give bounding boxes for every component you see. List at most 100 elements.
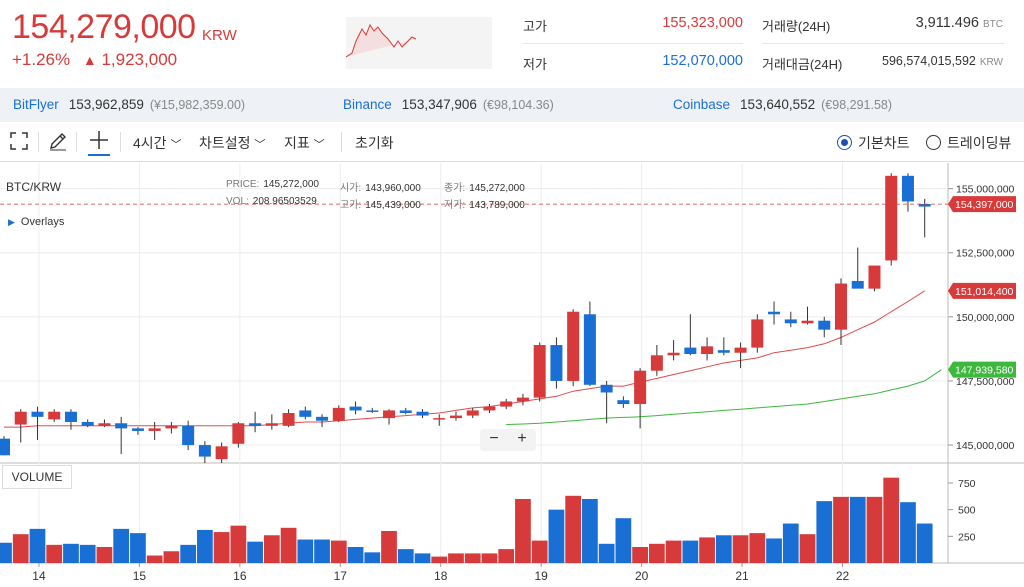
- volume-bar-down: [548, 509, 565, 563]
- volume-bar-up: [833, 496, 849, 563]
- candle-down: [182, 425, 195, 446]
- candle-down: [901, 175, 914, 202]
- exchange-binance[interactable]: Binance 153,347,906 (€98,104.36): [343, 97, 554, 112]
- volume-bar-down: [130, 533, 146, 563]
- exchange-name[interactable]: Binance: [343, 97, 392, 112]
- amount-24h: 596,574,015,592 KRW: [860, 54, 1003, 68]
- ohlc-key: 고가:: [340, 200, 362, 211]
- x-tick-label: 20: [635, 569, 649, 583]
- candle-up: [48, 411, 61, 420]
- volume-bar-down: [197, 529, 213, 563]
- price-label-tag: [948, 196, 1016, 213]
- candle-up: [282, 413, 295, 426]
- low-label: 저가: [523, 57, 547, 72]
- volume-bar-down: [816, 501, 833, 563]
- candle-down: [617, 400, 630, 405]
- volume-bar-down: [180, 544, 197, 563]
- toolbar-divider: [38, 132, 39, 152]
- indicators-dropdown[interactable]: 지표 ﹀: [284, 133, 325, 153]
- exchange-fx: (€98,291.58): [821, 98, 893, 112]
- price-unit: KRW: [202, 27, 237, 44]
- volume-bar-up: [632, 547, 648, 563]
- toolbar-divider: [76, 132, 77, 152]
- candle-down: [299, 410, 312, 417]
- candle-down: [851, 280, 864, 289]
- interval-dropdown[interactable]: 4시간 ﹀: [133, 133, 181, 153]
- candle-up: [433, 418, 446, 420]
- candle-up: [500, 401, 513, 407]
- volume-bar-down: [0, 542, 12, 563]
- crosshair-icon[interactable]: [86, 128, 112, 156]
- volume-label: VOLUME: [2, 465, 72, 489]
- candle-down: [784, 319, 797, 324]
- interval-label: 4시간: [133, 135, 167, 151]
- change-amount: 1,923,000: [101, 50, 178, 69]
- ohlc-open: 시가: 143,960,000: [340, 179, 421, 194]
- indicators-label: 지표: [284, 135, 310, 151]
- chart-settings-dropdown[interactable]: 차트설정 ﹀: [199, 133, 265, 153]
- exchange-bitflyer[interactable]: BitFlyer 153,962,859 (¥15,982,359.00): [13, 97, 245, 112]
- candle-down: [0, 438, 10, 456]
- divider: [523, 43, 743, 44]
- ohlc-close: 종가: 145,272,000: [444, 179, 525, 194]
- volume-tick-label: 250: [958, 531, 976, 543]
- exchange-coinbase[interactable]: Coinbase 153,640,552 (€98,291.58): [673, 97, 892, 112]
- exchange-name[interactable]: BitFlyer: [13, 97, 59, 112]
- divider: [762, 43, 1004, 44]
- volume-bar-down: [29, 528, 46, 563]
- change-percent: +1.26%: [12, 50, 71, 69]
- x-tick-label: 21: [735, 569, 749, 583]
- chevron-down-icon: ﹀: [254, 139, 266, 151]
- sparkline-line: [346, 23, 417, 58]
- radio-unselected-icon: [926, 135, 941, 150]
- candle-up: [667, 352, 680, 356]
- sparkline-area: [346, 25, 416, 57]
- pencil-icon[interactable]: [47, 130, 69, 152]
- volume-bar-down: [314, 539, 330, 563]
- chart-toolbar: 4시간 ﹀ 차트설정 ﹀ 지표 ﹀ 초기화 기본차트 트레이딩뷰: [0, 122, 1024, 162]
- x-tick-label: 15: [133, 569, 147, 583]
- price-chart[interactable]: 155,000,000 152,500,000 150,000,000 147,500…: [0, 163, 1024, 587]
- volume-bar-down: [849, 496, 866, 563]
- volume-bar-up: [330, 540, 347, 563]
- candle-down: [349, 406, 362, 411]
- volume-bar-up: [280, 527, 297, 563]
- ma-short-line: [4, 290, 925, 428]
- fullscreen-icon[interactable]: [8, 130, 30, 152]
- volume-bar-down: [715, 535, 732, 563]
- candle-down: [583, 314, 596, 385]
- ohlc-volume: VOL: 208.96503529: [226, 196, 317, 207]
- volume-bar-down: [347, 547, 364, 563]
- volume-bar-up: [431, 556, 448, 563]
- volume-bar-down: [766, 538, 782, 563]
- ticker-header: 154,279,000 KRW +1.26% ▲ 1,923,000 고가 15…: [0, 0, 1024, 88]
- zoom-in-button[interactable]: +: [517, 430, 527, 447]
- candle-down: [416, 411, 429, 416]
- zoom-out-button[interactable]: −: [489, 430, 499, 447]
- price-label-text: 154,397,000: [955, 199, 1014, 211]
- basic-chart-radio[interactable]: 기본차트: [837, 133, 910, 153]
- exchange-name[interactable]: Coinbase: [673, 97, 731, 112]
- reset-button[interactable]: 초기화: [355, 135, 394, 151]
- volume-bar-up: [146, 555, 163, 563]
- ohlc-low: 저가: 143,789,000: [444, 196, 525, 211]
- candle-up: [801, 320, 814, 324]
- volume-bar-down: [63, 543, 79, 563]
- candle-down: [600, 384, 613, 393]
- amount-value: 596,574,015,592: [882, 54, 976, 68]
- candle-up: [533, 345, 546, 398]
- x-tick-label: 16: [233, 569, 247, 583]
- candle-down: [64, 411, 77, 422]
- volume-bar-up: [665, 540, 682, 563]
- volume-bar-down: [682, 540, 699, 563]
- price-label-text: 147,939,580: [955, 365, 1014, 377]
- tradingview-radio[interactable]: 트레이딩뷰: [926, 133, 1011, 153]
- candle-down: [249, 423, 262, 426]
- overlays-toggle[interactable]: ▶ Overlays: [8, 216, 64, 228]
- candle-down: [115, 423, 128, 429]
- candle-up: [868, 265, 881, 289]
- chevron-down-icon: ﹀: [170, 139, 182, 151]
- volume-bar-up: [263, 535, 280, 563]
- ohlc-value: 145,272,000: [263, 179, 319, 190]
- candlestick-chart[interactable]: 155,000,000 152,500,000 150,000,000 147,500…: [0, 163, 1024, 587]
